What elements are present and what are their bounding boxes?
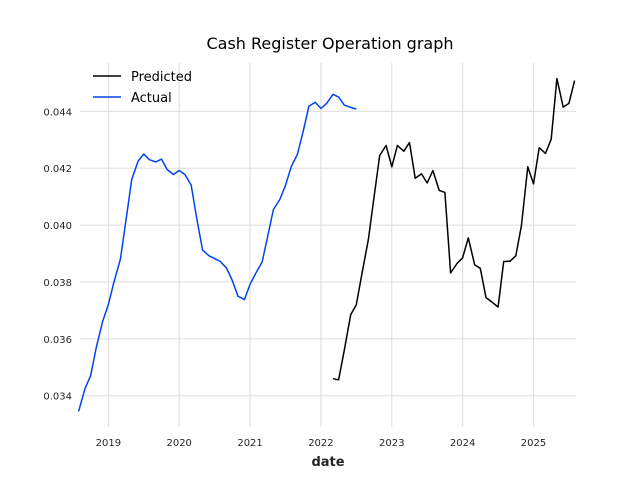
y-tick-label: 0.034 — [43, 392, 72, 403]
x-axis: 2019 2020 2021 2022 2023 2024 2025 — [96, 438, 547, 449]
series-layer — [77, 77, 576, 412]
chart-title: Cash Register Operation graph — [206, 34, 453, 53]
x-tick-label: 2022 — [308, 438, 333, 449]
x-tick-label: 2025 — [521, 438, 546, 449]
legend-label-predicted: Predicted — [131, 70, 192, 85]
x-tick-label: 2024 — [450, 438, 475, 449]
series-line-actual — [77, 93, 357, 412]
x-tick-label: 2021 — [237, 438, 262, 449]
y-tick-label: 0.042 — [43, 164, 72, 175]
legend-label-actual: Actual — [131, 91, 172, 106]
x-tick-label: 2019 — [96, 438, 121, 449]
y-tick-label: 0.044 — [43, 107, 72, 118]
y-axis: 0.034 0.036 0.038 0.040 0.042 0.044 — [43, 107, 72, 402]
grid — [80, 63, 576, 427]
legend: Predicted Actual — [93, 70, 192, 106]
y-tick-label: 0.040 — [43, 221, 72, 232]
y-tick-label: 0.036 — [43, 335, 72, 346]
x-tick-label: 2020 — [166, 438, 191, 449]
y-tick-label: 0.038 — [43, 278, 72, 289]
series-line-predicted — [332, 77, 576, 381]
x-axis-title: date — [311, 455, 344, 470]
x-tick-label: 2023 — [379, 438, 404, 449]
